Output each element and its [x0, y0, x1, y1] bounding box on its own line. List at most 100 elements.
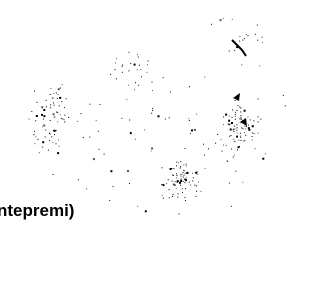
speck — [185, 188, 186, 189]
speck — [59, 105, 60, 106]
speck — [260, 119, 261, 120]
speck — [42, 141, 44, 143]
speck — [229, 116, 230, 117]
speck — [42, 147, 43, 148]
speck — [100, 104, 101, 105]
speck — [176, 165, 177, 166]
speck — [196, 114, 197, 115]
speck — [184, 182, 185, 183]
speck — [252, 136, 253, 137]
speck — [152, 82, 153, 83]
speck — [50, 120, 51, 121]
speck — [169, 189, 170, 190]
scanned-image: ntepremi) — [0, 0, 321, 283]
speck — [259, 66, 260, 67]
speck — [233, 139, 234, 140]
speck — [98, 131, 99, 132]
speck — [46, 106, 47, 107]
speck — [45, 136, 46, 137]
speck — [238, 140, 239, 141]
speck — [121, 118, 122, 119]
speck — [201, 191, 202, 192]
speck — [50, 88, 51, 89]
speck — [211, 24, 212, 25]
speck — [239, 146, 240, 147]
speck — [237, 133, 238, 134]
speck — [285, 105, 286, 106]
speck — [54, 105, 55, 106]
speck — [240, 137, 241, 138]
speck — [183, 177, 184, 178]
speck — [223, 124, 224, 125]
speck — [104, 154, 105, 155]
speck — [180, 179, 181, 180]
speck — [54, 134, 55, 135]
speck — [237, 127, 238, 128]
speck — [41, 106, 43, 108]
speck — [244, 140, 245, 141]
speck — [57, 112, 58, 113]
speck — [151, 151, 152, 152]
speck — [42, 126, 43, 127]
speck — [166, 183, 167, 184]
speck — [220, 19, 222, 21]
speck — [184, 170, 185, 171]
speck — [190, 133, 191, 134]
speck — [169, 197, 170, 198]
speck — [183, 165, 184, 166]
speck — [152, 90, 153, 91]
speck — [196, 185, 197, 186]
speck — [170, 92, 171, 93]
speck — [189, 182, 190, 183]
speck — [242, 40, 243, 41]
speck — [128, 85, 129, 86]
speck — [64, 119, 65, 120]
speck — [53, 174, 54, 175]
speck — [176, 188, 177, 189]
speck — [99, 149, 100, 150]
speck — [172, 181, 173, 182]
speck — [240, 136, 241, 137]
speck — [38, 139, 39, 140]
speck — [173, 175, 174, 176]
speck — [236, 136, 238, 138]
speck — [176, 177, 177, 178]
speck — [228, 120, 230, 122]
speck — [190, 185, 191, 186]
speck — [186, 164, 187, 165]
speck — [262, 42, 263, 43]
speck — [37, 115, 38, 116]
background — [0, 0, 321, 283]
speck — [173, 194, 174, 195]
speck — [163, 77, 164, 78]
speck — [58, 88, 60, 90]
speck — [61, 118, 62, 119]
speck — [255, 148, 256, 149]
speck — [152, 108, 153, 109]
speck — [176, 162, 177, 163]
speck — [52, 142, 53, 143]
speck — [236, 124, 237, 125]
speck — [174, 184, 176, 186]
speck — [188, 173, 189, 174]
speck — [196, 196, 197, 197]
speck — [43, 109, 45, 111]
speck — [57, 152, 59, 154]
speck — [244, 132, 245, 133]
speck — [57, 98, 58, 99]
speck — [35, 120, 36, 121]
speck — [56, 93, 57, 94]
speck — [77, 121, 78, 122]
speck — [221, 139, 222, 140]
speck — [174, 183, 175, 184]
speck — [177, 197, 178, 198]
page: ntepremi) (() => { const data = JSON.par… — [0, 0, 321, 283]
speck — [241, 127, 242, 128]
speck — [127, 170, 129, 172]
speck — [254, 133, 255, 134]
speck — [162, 184, 164, 186]
speck — [242, 182, 243, 183]
speck — [31, 111, 32, 112]
speck — [54, 130, 56, 132]
speck — [57, 121, 58, 122]
